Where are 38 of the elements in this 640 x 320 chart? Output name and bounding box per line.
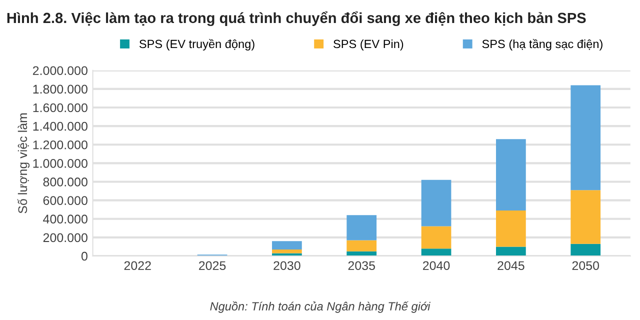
bar xyxy=(346,215,377,240)
bar xyxy=(272,241,302,250)
legend-label: SPS (hạ tầng sạc điện) xyxy=(482,38,602,50)
y-tick-label: 1.000.000 xyxy=(33,159,88,168)
bar xyxy=(570,244,601,256)
y-tick-label: 1.600.000 xyxy=(33,103,88,112)
chart-title: Hình 2.8. Việc làm tạo ra trong quá trình chuyển đổi sang xe điện theo kịch bản SPS xyxy=(7,11,586,26)
text: Nguồn: Tính toán của Ngân hàng Thế giới xyxy=(210,301,430,313)
y-tick-label: 1.400.000 xyxy=(33,122,88,131)
y-axis-title: Số lượng việc làm xyxy=(17,113,30,214)
bar xyxy=(346,240,377,252)
bar xyxy=(421,180,452,226)
y-tick-label: 2.000.000 xyxy=(32,66,88,76)
bar xyxy=(272,250,302,254)
y-tick-label: 0 xyxy=(81,252,88,261)
bar xyxy=(496,139,526,211)
y-tick-label: 400.000 xyxy=(43,214,88,224)
x-tick-label: 2035 xyxy=(348,261,375,270)
y-tick-label: 1.200.000 xyxy=(33,140,88,150)
bar xyxy=(421,226,452,249)
x-tick-label: 2050 xyxy=(572,261,600,270)
x-tick-label: 2025 xyxy=(198,261,226,270)
legend-label: SPS (EV truyền động) xyxy=(139,38,254,50)
bar xyxy=(496,246,526,256)
x-tick-label: 2030 xyxy=(274,261,300,270)
bar xyxy=(570,85,601,190)
x-tick-label: 2045 xyxy=(498,261,524,270)
bar xyxy=(272,253,302,256)
y-tick-label: 1.800.000 xyxy=(33,84,88,94)
bar xyxy=(496,210,526,247)
bar xyxy=(421,248,452,256)
x-tick-label: 2040 xyxy=(422,261,450,270)
x-tick-label: 2022 xyxy=(124,261,151,270)
y-tick-label: 600.000 xyxy=(43,196,88,205)
y-tick-label: 800.000 xyxy=(43,178,88,186)
bar xyxy=(570,190,601,244)
legend-label: SPS (EV Pin) xyxy=(334,39,404,50)
y-tick-label: 200.000 xyxy=(43,233,88,242)
